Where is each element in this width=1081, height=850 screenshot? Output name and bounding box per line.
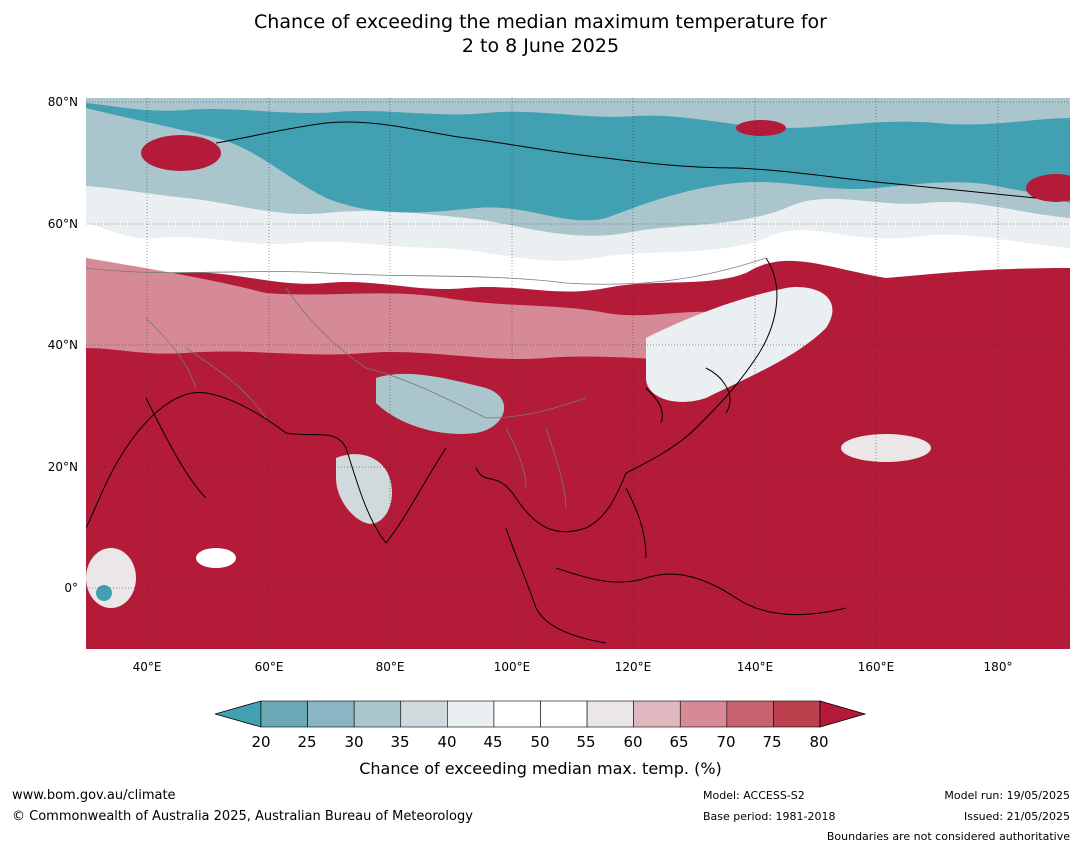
colorbar-tick-80: 80 — [809, 733, 829, 751]
colorbar-tick-75: 75 — [762, 733, 782, 751]
colorbar-tick-50: 50 — [530, 733, 550, 751]
colorbar-tick-70: 70 — [716, 733, 736, 751]
colorbar-tick-45: 45 — [483, 733, 503, 751]
lon-label-160e: 160°E — [857, 660, 895, 674]
country-borders — [86, 257, 767, 509]
colorbar-tick-30: 30 — [344, 733, 364, 751]
graticule — [86, 98, 1070, 649]
footer-website: www.bom.gov.au/climate — [12, 788, 176, 803]
lat-label-20n: 20°N — [47, 460, 78, 474]
colorbar-tick-65: 65 — [669, 733, 689, 751]
colorbar-segment — [307, 700, 355, 728]
teal-band — [86, 103, 1070, 221]
coastlines — [86, 121, 1037, 644]
colorbar-segment — [540, 700, 588, 728]
colorbar-tick-20: 20 — [251, 733, 271, 751]
lon-label-100e: 100°E — [493, 660, 531, 674]
cool-patch-africa — [96, 585, 112, 601]
colorbar-over-arrow — [819, 700, 867, 728]
lat-label-0: 0° — [64, 581, 78, 595]
colorbar-segment — [400, 700, 448, 728]
colorbar-segment — [260, 700, 308, 728]
colorbar-tick-55: 55 — [576, 733, 596, 751]
forecast-map — [86, 98, 1070, 649]
colorbar-tick-60: 60 — [623, 733, 643, 751]
colorbar-segment — [633, 700, 681, 728]
colorbar-label: Chance of exceeding median max. temp. (%… — [359, 759, 722, 778]
colorbar-segment — [447, 700, 495, 728]
chart-title: Chance of exceeding the median maximum t… — [0, 10, 1081, 58]
colorbar-segment — [679, 700, 728, 728]
footer-model: Model: ACCESS-S2 — [703, 789, 805, 802]
colorbar-segment — [586, 700, 634, 728]
footer-issued: Issued: 21/05/2025 — [963, 810, 1070, 823]
footer-model-run: Model run: 19/05/2025 — [944, 789, 1070, 802]
light-patch-arabian-sea — [196, 548, 236, 568]
warm-patch-siberia — [736, 120, 786, 136]
colorbar-tick-25: 25 — [297, 733, 317, 751]
warm-patch-east — [1026, 174, 1070, 202]
lon-label-120e: 120°E — [614, 660, 652, 674]
map-svg — [86, 98, 1070, 649]
footer-base-period: Base period: 1981-2018 — [703, 810, 836, 823]
colorbar-segment — [726, 700, 774, 728]
light-patch-africa — [86, 548, 136, 608]
footer-disclaimer: Boundaries are not considered authoritat… — [826, 830, 1070, 843]
colorbar-segment — [493, 700, 541, 728]
lat-label-60n: 60°N — [47, 217, 78, 231]
colorbar-tick-40: 40 — [437, 733, 457, 751]
lon-label-60e: 60°E — [254, 660, 284, 674]
lat-label-80n: 80°N — [47, 95, 78, 109]
title-line-1: Chance of exceeding the median maximum t… — [254, 11, 827, 33]
warm-patch-scandinavia — [141, 135, 221, 171]
lon-label-80e: 80°E — [375, 660, 405, 674]
lon-label-180: 180° — [983, 660, 1013, 674]
colorbar-segment — [773, 700, 821, 728]
light-patch-japan — [646, 287, 833, 402]
colorbar-segments — [260, 700, 821, 728]
pale-patch-tibet — [376, 373, 505, 434]
pale-patch-india — [336, 454, 392, 524]
colorbar — [215, 700, 867, 728]
lat-label-40n: 40°N — [47, 338, 78, 352]
title-line-2: 2 to 8 June 2025 — [461, 35, 620, 57]
colorbar-tick-35: 35 — [390, 733, 410, 751]
footer-copyright: © Commonwealth of Australia 2025, Austra… — [12, 809, 473, 824]
lon-label-40e: 40°E — [132, 660, 162, 674]
mixed-band-central-asia — [86, 258, 726, 360]
colorbar-under-arrow — [215, 700, 262, 728]
light-patch-pacific — [841, 434, 931, 462]
lon-label-140e: 140°E — [736, 660, 774, 674]
colorbar-segment — [353, 700, 402, 728]
